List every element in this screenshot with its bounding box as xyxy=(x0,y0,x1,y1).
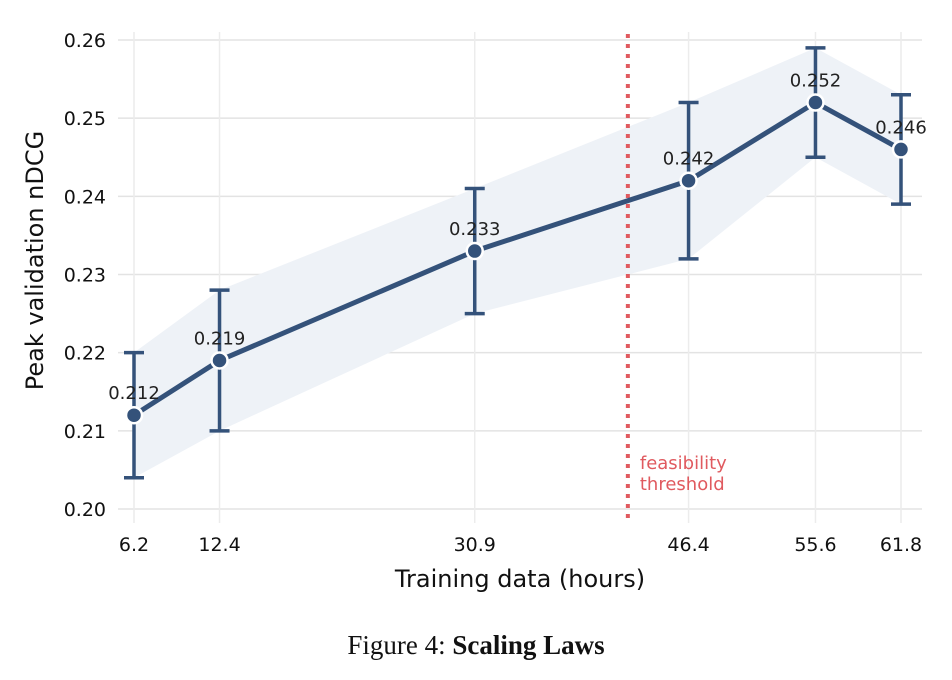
x-tick-label: 55.6 xyxy=(794,534,836,556)
data-point xyxy=(124,405,144,425)
series-line-group xyxy=(124,93,911,425)
y-tick-label: 0.24 xyxy=(64,186,106,208)
x-axis-title: Training data (hours) xyxy=(394,565,645,593)
data-labels: 0.212 0.219 0.233 0.242 0.252 0.246 xyxy=(108,71,927,405)
threshold-label-line: feasibility xyxy=(640,453,727,474)
confidence-band-area xyxy=(134,47,901,478)
y-tick-label: 0.23 xyxy=(64,265,106,287)
y-tick-label: 0.22 xyxy=(64,343,106,365)
caption-prefix: Figure 4: xyxy=(347,630,453,660)
data-point xyxy=(210,351,229,370)
threshold-label-line: threshold xyxy=(640,474,725,495)
data-label: 0.252 xyxy=(790,71,842,92)
x-tick-label: 30.9 xyxy=(454,534,496,556)
x-tick-label: 12.4 xyxy=(198,534,240,556)
figure-caption: Figure 4: Scaling Laws xyxy=(0,630,952,661)
caption-title: Scaling Laws xyxy=(452,630,605,660)
y-tick-label: 0.21 xyxy=(64,421,106,443)
data-label: 0.212 xyxy=(108,383,160,404)
x-tick-label: 6.2 xyxy=(119,534,149,556)
x-tick-label: 46.4 xyxy=(667,534,709,556)
data-point xyxy=(891,140,911,159)
confidence-band xyxy=(134,47,901,478)
x-tick-label: 61.8 xyxy=(880,534,922,556)
y-tick-label: 0.20 xyxy=(64,499,106,521)
x-tick-labels: 6.2 12.4 30.9 46.4 55.6 61.8 xyxy=(119,534,922,556)
y-tick-label: 0.25 xyxy=(64,108,106,130)
data-label: 0.242 xyxy=(663,149,715,170)
y-axis-title: Peak validation nDCG xyxy=(21,131,49,390)
data-point xyxy=(806,93,825,112)
data-point xyxy=(679,171,698,190)
series-line xyxy=(132,100,903,418)
y-tick-label: 0.26 xyxy=(64,30,106,52)
data-label: 0.233 xyxy=(449,219,501,240)
data-label: 0.219 xyxy=(194,328,246,349)
y-tick-labels: 0.20 0.21 0.22 0.23 0.24 0.25 0.26 xyxy=(64,30,106,521)
data-point xyxy=(465,241,484,261)
data-label: 0.246 xyxy=(875,117,927,138)
